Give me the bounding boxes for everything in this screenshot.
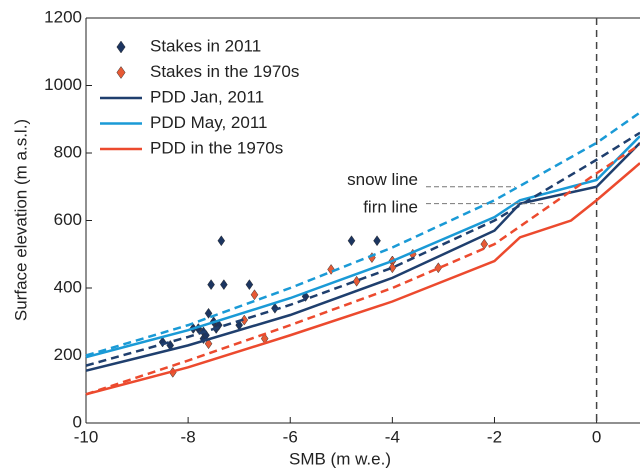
stake-point: [204, 307, 213, 319]
x-tick-label: 0: [592, 427, 601, 446]
y-tick-label: 600: [54, 210, 82, 229]
y-tick-label: 200: [54, 345, 82, 364]
legend-label: PDD Jan, 2011: [150, 87, 264, 106]
y-tick-label: 400: [54, 277, 82, 296]
x-tick-label: -2: [487, 427, 502, 446]
y-tick-label: 1200: [44, 7, 82, 26]
dashed-line: [85, 111, 640, 357]
stake-point: [373, 235, 381, 247]
x-tick-label: -6: [283, 427, 298, 446]
dashed-line: [85, 143, 640, 396]
model-line: [85, 141, 640, 372]
y-axis-label: Surface elevation (m a.s.l.): [11, 119, 30, 321]
stake-point: [347, 235, 356, 247]
stake-point: [352, 275, 361, 287]
legend-marker: [116, 66, 126, 79]
stake-point: [158, 336, 167, 348]
model-line: [85, 135, 640, 359]
legend-label: PDD in the 1970s: [150, 138, 283, 157]
stake-point: [204, 338, 213, 350]
legend-marker: [116, 40, 126, 54]
legend-label: PDD May, 2011: [150, 113, 267, 132]
annotation: snow line: [347, 170, 418, 189]
annotation: firn line: [363, 197, 418, 216]
stake-point: [250, 289, 259, 301]
stake-point: [207, 279, 215, 291]
dashed-line: [85, 131, 640, 367]
y-tick-label: 800: [54, 142, 82, 161]
x-tick-label: -10: [74, 427, 99, 446]
stake-point: [217, 235, 226, 247]
stake-point: [480, 238, 489, 250]
stake-point: [388, 262, 397, 274]
stake-point: [240, 314, 249, 326]
stake-point: [245, 279, 254, 291]
y-tick-label: 1000: [44, 75, 82, 94]
model-line: [85, 162, 640, 396]
stake-point: [220, 279, 228, 291]
x-tick-label: -8: [181, 427, 196, 446]
stake-point: [327, 264, 335, 275]
y-tick-label: 0: [73, 412, 82, 431]
stake-point: [434, 262, 443, 274]
legend-label: Stakes in the 1970s: [150, 62, 299, 81]
x-tick-label: -4: [385, 427, 400, 446]
x-axis-label: SMB (m w.e.): [289, 449, 391, 468]
legend-label: Stakes in 2011: [150, 36, 261, 55]
